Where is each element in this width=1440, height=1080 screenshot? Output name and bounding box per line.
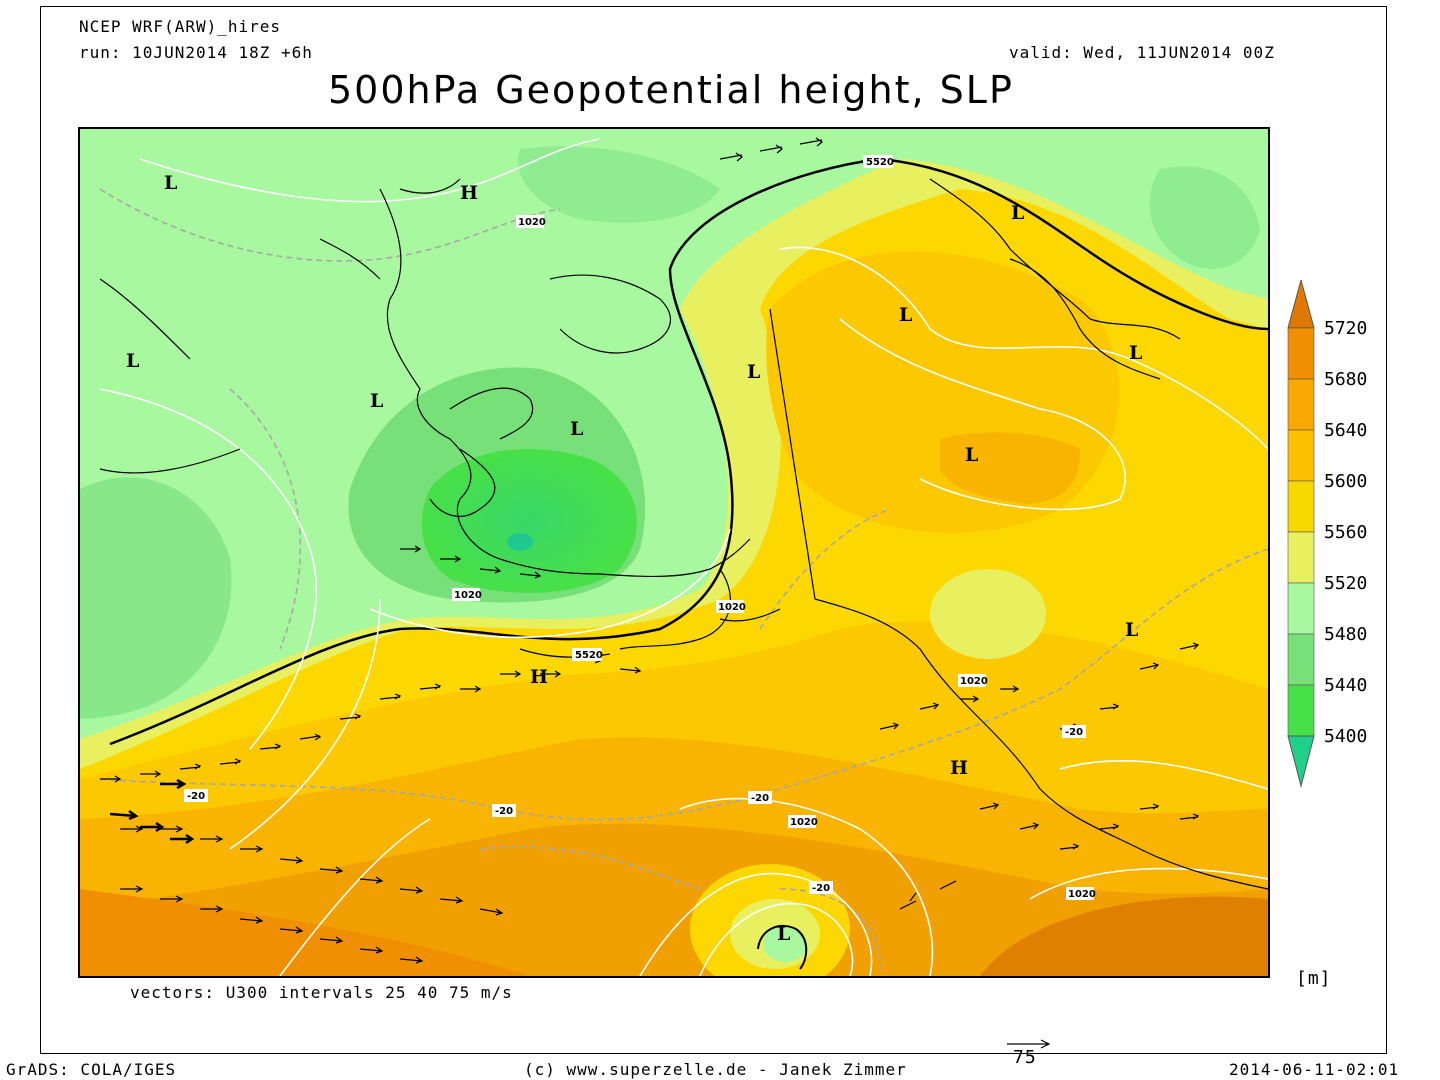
colorbar-unit: [m] (1296, 968, 1332, 989)
map-canvas: L H L L L L L L L L L H H L 5520 5520 10… (80, 129, 1268, 976)
height-field-5600-alaska (766, 251, 1120, 533)
contour-label-1020: 1020 (960, 676, 988, 687)
height-field-5480-south-low (763, 926, 807, 962)
valid-time-label: valid: Wed, 11JUN2014 00Z (1009, 43, 1275, 62)
contour-5520-south-low (757, 924, 808, 970)
colorbar-labels: 5720 5680 5640 5600 5560 5520 5480 5440 5400 (1324, 318, 1367, 747)
low-center: L (1129, 342, 1142, 364)
height-field-5720 (980, 896, 1268, 976)
colorbar-swatch (1287, 378, 1315, 431)
contour-label-5520: 5520 (575, 650, 603, 661)
low-core-minimum (507, 533, 533, 551)
colorbar-swatch (1287, 633, 1315, 686)
low-center: L (1011, 202, 1024, 224)
model-label: NCEP WRF(ARW)_hires (79, 17, 282, 36)
colorbar-tick-label: 5680 (1324, 369, 1367, 390)
low-center: L (570, 418, 583, 440)
colorbar: 5720 5680 5640 5600 5560 5520 5480 5440 5400 (1287, 280, 1367, 788)
footer-timestamp: 2014-06-11-02:01 (1229, 1060, 1400, 1079)
contour-label-minus20: -20 (187, 791, 205, 802)
colorbar-swatch (1287, 531, 1315, 584)
height-field-5680-sw (80, 889, 530, 976)
contour-label-minus20: -20 (751, 793, 769, 804)
isobars (99, 138, 1268, 976)
high-center: H (950, 757, 968, 779)
colorbar-swatch (1287, 480, 1315, 533)
contour-label-minus20: -20 (1065, 727, 1083, 738)
low-center: L (370, 390, 383, 412)
height-field-5480 (80, 129, 1268, 739)
vectors-note: vectors: U300 intervals 25 40 75 m/s (130, 983, 513, 1002)
run-label: run: 10JUN2014 18Z +6h (79, 43, 313, 62)
high-center: H (530, 666, 548, 688)
contour-5520 (109, 157, 1268, 746)
colorbar-tick-label: 5600 (1324, 471, 1367, 492)
contour-label-minus20: -20 (495, 806, 513, 817)
contour-label-1020: 1020 (1068, 889, 1096, 900)
height-field-5400 (421, 449, 637, 593)
low-center: L (899, 304, 912, 326)
contour-label-1020: 1020 (790, 817, 818, 828)
low-center: L (965, 444, 978, 466)
height-field-5440-north (518, 146, 720, 223)
contour-label-5520: 5520 (866, 157, 894, 168)
coastlines (99, 178, 1268, 890)
colorbar-tick-label: 5520 (1324, 573, 1367, 594)
contour-label-1020: 1020 (454, 590, 482, 601)
contour-labels: 5520 5520 1020 1020 1020 1020 1020 1020 … (184, 155, 1096, 900)
low-center: L (777, 923, 790, 945)
wind-vectors (100, 137, 1200, 964)
colorbar-swatch (1287, 684, 1315, 737)
figure-frame (40, 6, 1387, 1054)
colorbar-tick-label: 5440 (1324, 675, 1367, 696)
colorbar-max-arrow (1287, 280, 1315, 329)
colorbar-tick-label: 5400 (1324, 726, 1367, 747)
pressure-centers: L H L L L L L L L L L H H L (126, 172, 1142, 945)
colorbar-min-arrow (1287, 735, 1315, 788)
height-field-5440-west (80, 477, 232, 719)
low-center: L (164, 172, 177, 194)
colorbar-swatch (1287, 582, 1315, 635)
colorbar-tick-label: 5640 (1324, 420, 1367, 441)
height-field-5520-gulf (930, 569, 1046, 659)
isotherms (99, 188, 1268, 970)
high-center: H (460, 182, 478, 204)
colorbar-swatch (1287, 327, 1315, 380)
colorbar-swatches (1287, 280, 1315, 788)
height-field-5640-alaska (940, 432, 1080, 504)
contour-label-1020: 1020 (718, 602, 746, 613)
reference-vector-arrow (1007, 1039, 1051, 1049)
map-title: 500hPa Geopotential height, SLP (328, 68, 1014, 112)
reference-vector-label: 75 (1013, 1047, 1037, 1068)
colorbar-tick-label: 5560 (1324, 522, 1367, 543)
low-center: L (747, 361, 760, 383)
height-field-5440-northeast (1149, 166, 1260, 269)
low-center: L (126, 350, 139, 372)
strong-wind-vectors (109, 778, 195, 845)
footer-software: GrADS: COLA/IGES (6, 1060, 177, 1079)
contour-label-minus20: -20 (812, 883, 830, 894)
map-plot: L H L L L L L L L L L H H L 5520 5520 10… (78, 127, 1270, 978)
contour-label-1020: 1020 (518, 217, 546, 228)
footer-credit: (c) www.superzelle.de - Janek Zimmer (524, 1060, 907, 1079)
colorbar-tick-label: 5480 (1324, 624, 1367, 645)
colorbar-swatch (1287, 429, 1315, 482)
low-center: L (1125, 619, 1138, 641)
colorbar-tick-label: 5720 (1324, 318, 1367, 339)
